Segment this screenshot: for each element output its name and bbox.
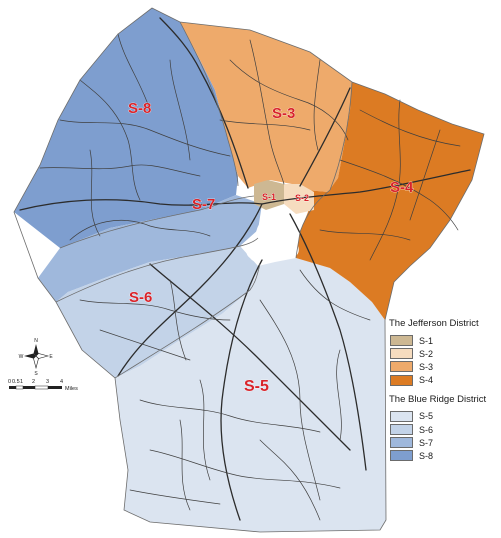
legend-swatch (390, 437, 413, 449)
scale-tick-2: 1 (20, 379, 23, 385)
boundaries (13, 7, 485, 533)
legend-label: S-1 (419, 335, 434, 346)
legend-label: S-7 (419, 437, 434, 448)
legend-item: S-1 (389, 334, 501, 347)
label-s7: S-7 (192, 196, 215, 213)
scale-tick-5: 4 (60, 379, 63, 385)
scale-tick-4: 3 (46, 379, 49, 385)
compass-rose: N S E W (19, 338, 54, 377)
legend-item: S-5 (389, 410, 501, 423)
legend-title-blue-ridge: The Blue Ridge District (389, 393, 487, 405)
legend-label: S-2 (419, 348, 434, 359)
scale-tick-3: 2 (32, 379, 35, 385)
district-s6[interactable] (56, 246, 258, 378)
legend-item: S-4 (389, 374, 501, 387)
label-s8: S-8 (128, 100, 151, 117)
scale-tick-1: 0.5 (12, 379, 20, 385)
district-s8[interactable] (14, 8, 238, 248)
compass-s: S (34, 371, 38, 377)
reservoir (246, 215, 299, 263)
label-s4: S-4 (390, 179, 414, 196)
compass-n: N (34, 338, 38, 344)
legend-label: S-5 (419, 411, 434, 422)
roads-major (19, 17, 471, 521)
legend-swatch (390, 361, 413, 373)
scale-unit: Miles (65, 386, 78, 392)
legend-label: S-3 (419, 361, 434, 372)
legend-label: S-6 (419, 424, 434, 435)
legend-item: S-2 (389, 347, 501, 360)
district-s5[interactable] (115, 258, 386, 532)
label-s6: S-6 (129, 289, 152, 306)
legend-label: S-8 (419, 450, 434, 461)
legend-swatch (390, 335, 413, 347)
label-s5: S-5 (244, 378, 269, 395)
legend-swatch (390, 424, 413, 436)
district-s3[interactable] (180, 22, 352, 192)
label-s1: S-1 (262, 192, 276, 202)
label-s3: S-3 (272, 105, 295, 122)
map-legend: The Jefferson District S-1 S-2 S-3 S-4 T… (389, 316, 501, 463)
compass-e: E (49, 354, 53, 360)
district-s2[interactable] (284, 184, 314, 214)
district-s7[interactable] (38, 195, 262, 302)
legend-item: S-6 (389, 423, 501, 436)
legend-title-jefferson: The Jefferson District (389, 318, 479, 329)
compass-w: W (19, 354, 24, 360)
legend-swatch (390, 374, 413, 386)
legend-item: S-8 (389, 449, 501, 462)
district-s1[interactable] (254, 180, 284, 210)
scale-tick-0: 0 (8, 379, 11, 385)
roads-minor (39, 33, 461, 521)
legend-label: S-4 (419, 375, 434, 386)
legend-item: S-3 (389, 360, 501, 373)
scale-bar: 0 0.5 1 2 3 4 Miles (8, 379, 78, 392)
label-s2: S-2 (295, 193, 309, 203)
legend-swatch (390, 450, 413, 462)
legend-item: S-7 (389, 436, 501, 449)
legend-swatch (390, 348, 413, 360)
legend-swatch (390, 410, 413, 422)
